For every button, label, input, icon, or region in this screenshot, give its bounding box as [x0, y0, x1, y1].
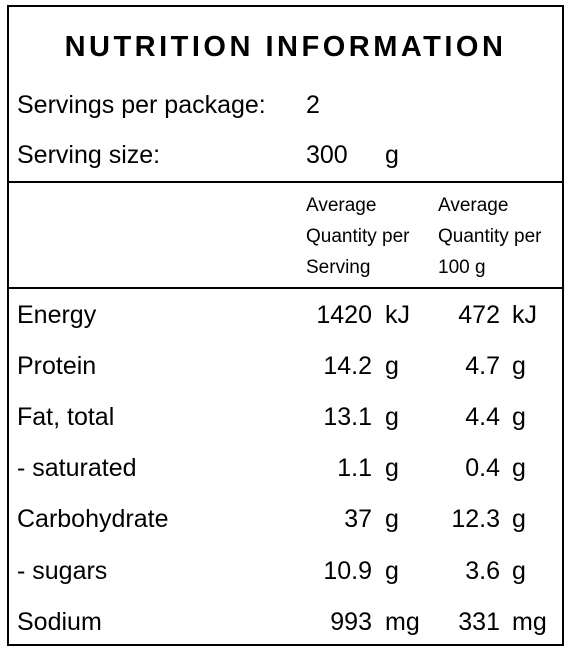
column-header-line: Quantity per [438, 221, 568, 252]
per100-value: 4.7 [465, 352, 500, 381]
serving-unit: g [385, 505, 399, 534]
serving-unit: g [385, 454, 399, 483]
serving-unit: mg [385, 608, 420, 637]
serving-unit: kJ [385, 301, 410, 330]
nutrient-name: - saturated [17, 454, 137, 483]
table-row: Protein 14.2 g 4.7 g [9, 352, 562, 392]
nutrient-name: Fat, total [17, 403, 114, 432]
serving-value: 10.9 [323, 557, 372, 586]
per100-value: 4.4 [465, 403, 500, 432]
column-header-line: 100 g [438, 252, 568, 283]
column-header-line: Quantity per [306, 221, 436, 252]
per100-unit: g [512, 403, 526, 432]
column-header-per-serving: Average Quantity per Serving [306, 190, 436, 283]
nutrient-name: Carbohydrate [17, 505, 168, 534]
serving-size-label: Serving size: [17, 141, 160, 170]
servings-value: 2 [306, 91, 320, 120]
divider-top [9, 181, 562, 183]
per100-unit: g [512, 505, 526, 534]
serving-size-value: 300 [306, 141, 348, 170]
serving-value: 14.2 [323, 352, 372, 381]
panel-title: NUTRITION INFORMATION [9, 31, 562, 64]
table-row: Carbohydrate 37 g 12.3 g [9, 505, 562, 545]
serving-unit: g [385, 557, 399, 586]
nutrient-name: Protein [17, 352, 96, 381]
serving-value: 993 [330, 608, 372, 637]
table-row: - sugars 10.9 g 3.6 g [9, 557, 562, 597]
per100-value: 12.3 [451, 505, 500, 534]
per100-value: 0.4 [465, 454, 500, 483]
table-row: Energy 1420 kJ 472 kJ [9, 301, 562, 341]
servings-label: Servings per package: [17, 91, 266, 120]
serving-unit: g [385, 352, 399, 381]
column-header-line: Average [306, 190, 436, 221]
per100-unit: g [512, 557, 526, 586]
per100-unit: g [512, 352, 526, 381]
serving-size-unit: g [385, 141, 399, 170]
column-header-line: Serving [306, 252, 436, 283]
serving-value: 13.1 [323, 403, 372, 432]
table-row: Fat, total 13.1 g 4.4 g [9, 403, 562, 443]
divider-bottom [9, 287, 562, 289]
column-header-line: Average [438, 190, 568, 221]
table-row: - saturated 1.1 g 0.4 g [9, 454, 562, 494]
per100-unit: kJ [512, 301, 537, 330]
serving-value: 1.1 [337, 454, 372, 483]
serving-value: 37 [344, 505, 372, 534]
nutrient-name: Energy [17, 301, 96, 330]
per100-value: 3.6 [465, 557, 500, 586]
table-row: Sodium 993 mg 331 mg [9, 608, 562, 648]
column-header-per-100g: Average Quantity per 100 g [438, 190, 568, 283]
serving-unit: g [385, 403, 399, 432]
per100-unit: mg [512, 608, 547, 637]
per100-value: 331 [458, 608, 500, 637]
nutrition-panel: NUTRITION INFORMATION Servings per packa… [7, 5, 564, 646]
nutrient-name: Sodium [17, 608, 102, 637]
serving-value: 1420 [316, 301, 372, 330]
per100-value: 472 [458, 301, 500, 330]
per100-unit: g [512, 454, 526, 483]
nutrient-name: - sugars [17, 557, 107, 586]
